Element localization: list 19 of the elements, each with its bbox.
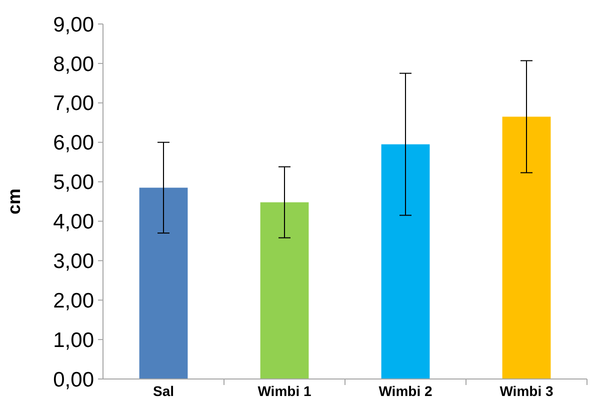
y-tick-label: 5,00 — [53, 171, 94, 194]
bar — [139, 188, 188, 379]
x-tick-label: Wimbi 3 — [500, 383, 554, 399]
y-tick-label: 8,00 — [53, 52, 94, 76]
x-tick-label: Wimbi 2 — [378, 383, 432, 399]
y-tick-label: 1,00 — [53, 328, 94, 352]
x-tick-label: Sal — [152, 383, 174, 399]
x-tick-label: Wimbi 1 — [258, 383, 312, 399]
y-axis-title: cm — [4, 188, 24, 215]
y-tick-label: 6,00 — [53, 132, 94, 155]
y-tick-label: 9,00 — [53, 13, 94, 36]
y-tick-label: 3,00 — [53, 250, 94, 274]
y-tick-label: 0,00 — [53, 368, 94, 392]
bar — [260, 202, 309, 379]
y-tick-label: 4,00 — [53, 210, 94, 234]
bar — [381, 144, 430, 379]
y-tick-label: 7,00 — [53, 92, 94, 116]
y-tick-label: 2,00 — [53, 289, 94, 312]
bar — [502, 116, 551, 379]
